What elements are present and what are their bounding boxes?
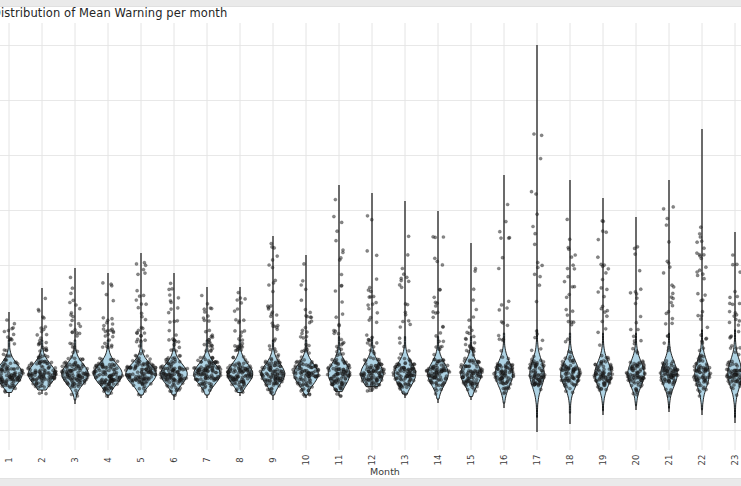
x-axis-label: Month [0,466,741,477]
window-chrome-bottom-strip [0,478,741,486]
violin-plot-canvas [0,0,741,486]
